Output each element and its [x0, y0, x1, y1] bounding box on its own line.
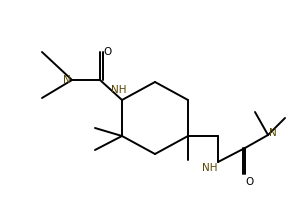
Text: N: N: [63, 75, 71, 85]
Text: O: O: [245, 177, 253, 187]
Text: O: O: [104, 47, 112, 57]
Text: NH: NH: [111, 85, 127, 95]
Text: NH: NH: [202, 163, 218, 173]
Text: N: N: [269, 128, 277, 138]
